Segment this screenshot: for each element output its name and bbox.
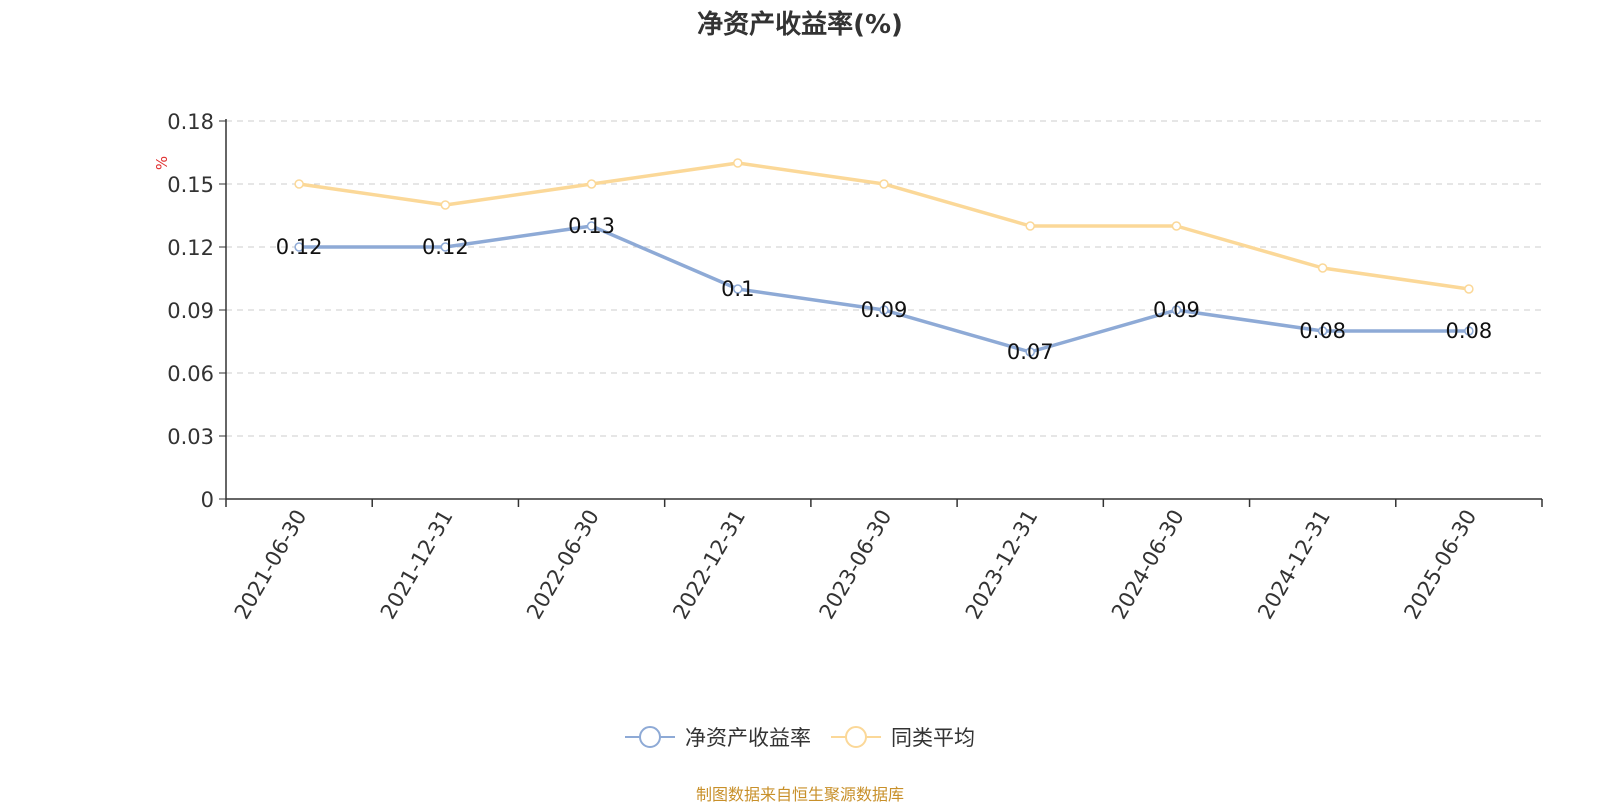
legend-item-series-2[interactable]: 同类平均	[831, 722, 975, 752]
series-1-point	[1171, 305, 1182, 315]
series-1-point	[440, 242, 451, 252]
data-label: 0.09	[1153, 298, 1200, 322]
series-2-point	[294, 179, 304, 189]
series-1-point	[294, 242, 304, 252]
data-label: 0.12	[422, 235, 469, 259]
x-tick-label: 2021-06-30	[230, 506, 312, 624]
y-axis-label: %	[153, 156, 171, 170]
y-tick-label: 0.18	[167, 110, 214, 134]
source-note: 制图数据来自恒生聚源数据库	[695, 785, 904, 804]
data-label: 0.12	[276, 235, 323, 259]
series-1-point	[1317, 326, 1328, 336]
series-2-point	[586, 179, 597, 189]
legend-label-series-1: 净资产收益率	[685, 726, 811, 750]
data-label: 0.07	[1007, 340, 1054, 364]
x-tick-label: 2022-12-31	[668, 506, 750, 624]
series-2-point	[440, 200, 451, 210]
series-1-point	[1025, 347, 1035, 357]
series-2-point	[1025, 221, 1035, 231]
x-tick-label: 2023-06-30	[815, 506, 897, 624]
legend: 净资产收益率 同类平均	[0, 722, 1600, 752]
series-2-point	[1317, 263, 1328, 273]
x-tick-label: 2024-06-30	[1107, 506, 1189, 624]
legend-marker-series-2	[831, 726, 881, 748]
data-label: 0.1	[721, 277, 754, 301]
series-line-1	[299, 224, 1469, 354]
series-2-point	[1171, 221, 1182, 231]
data-label: 0.09	[861, 298, 908, 322]
data-label: 0.08	[1446, 319, 1493, 343]
chart-title: 净资产收益率(%)	[697, 10, 903, 40]
series-2-point	[1464, 284, 1474, 294]
data-label: 0.13	[568, 214, 615, 238]
x-tick-label: 2023-12-31	[961, 506, 1043, 624]
line-chart: 0 0.03 0.06 0.09 0.12 0.15 0.18% 2021-06-30 2021…	[153, 110, 1543, 624]
y-tick-label: 0.09	[167, 299, 214, 323]
data-label: 0.08	[1299, 319, 1346, 343]
x-tick-label: 2024-12-31	[1253, 506, 1335, 624]
y-tick-label: 0.06	[167, 362, 214, 386]
x-tick-label: 2025-06-30	[1399, 506, 1481, 624]
legend-marker-series-1	[625, 726, 675, 748]
series-1-point	[1464, 326, 1474, 336]
legend-item-series-1[interactable]: 净资产收益率	[625, 722, 811, 752]
series-2-point	[879, 179, 889, 189]
series-2-point	[733, 158, 743, 168]
y-tick-label: 0.12	[167, 236, 214, 260]
y-tick-label: 0.03	[167, 425, 214, 449]
y-tick-label: 0.15	[167, 173, 214, 197]
x-tick-label: 2022-06-30	[522, 506, 604, 624]
y-tick-label: 0	[201, 488, 214, 512]
legend-label-series-2: 同类平均	[891, 726, 975, 750]
x-tick-label: 2021-12-31	[376, 506, 458, 624]
series-1-point	[879, 305, 889, 315]
series-1-point	[733, 284, 743, 294]
series-1-point	[586, 221, 597, 231]
